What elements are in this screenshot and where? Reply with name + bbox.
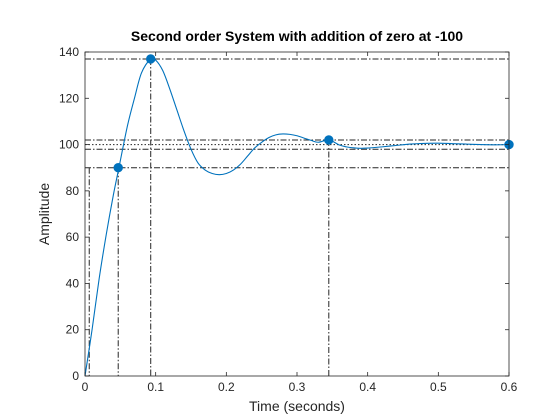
marker-point-1 xyxy=(146,54,156,64)
marker-point-0 xyxy=(113,163,123,173)
x-ticks: 0 0.1 0.2 0.3 0.4 0.5 0.6 xyxy=(82,52,518,394)
marker-layer xyxy=(113,54,514,173)
marker-point-2 xyxy=(324,135,334,145)
y-tick-label-6: 120 xyxy=(59,91,79,105)
x-tick-label-0: 0 xyxy=(82,380,89,394)
chart-title: Second order System with addition of zer… xyxy=(131,28,463,44)
series-layer xyxy=(84,57,510,377)
y-tick-label-7: 140 xyxy=(59,45,79,59)
y-axis-label: Amplitude xyxy=(36,183,52,245)
x-tick-label-3: 0.3 xyxy=(289,380,306,394)
x-tick-label-6: 0.6 xyxy=(501,380,518,394)
x-tick-label-1: 0.1 xyxy=(147,380,164,394)
x-axis-label: Time (seconds) xyxy=(249,398,345,414)
y-tick-label-3: 60 xyxy=(66,230,80,244)
y-tick-label-1: 20 xyxy=(66,323,80,337)
reference-lines xyxy=(85,58,509,376)
y-tick-label-5: 100 xyxy=(59,138,79,152)
series-line-0 xyxy=(84,57,510,377)
plot-background xyxy=(85,52,509,376)
y-tick-label-2: 40 xyxy=(66,276,80,290)
x-tick-label-2: 0.2 xyxy=(218,380,235,394)
y-ticks: 0 20 40 60 80 100 120 140 xyxy=(59,45,509,383)
y-tick-label-4: 80 xyxy=(66,184,80,198)
y-tick-label-0: 0 xyxy=(72,369,79,383)
x-tick-label-5: 0.5 xyxy=(430,380,447,394)
x-tick-label-4: 0.4 xyxy=(359,380,376,394)
